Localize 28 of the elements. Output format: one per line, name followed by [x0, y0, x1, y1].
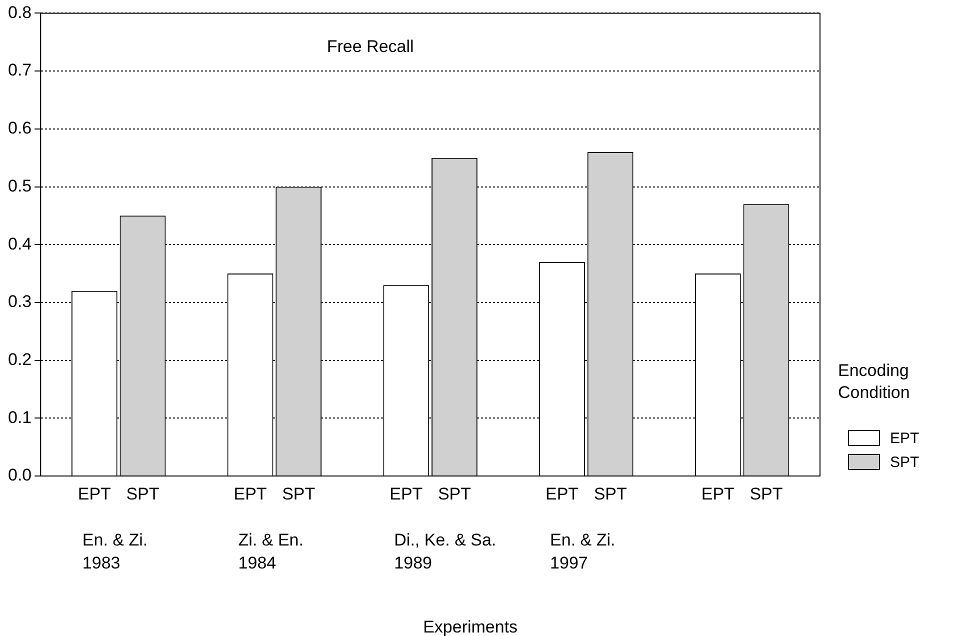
y-tick-label: 0.3 [8, 292, 32, 312]
y-tick-label: 0.7 [8, 60, 32, 80]
text: SPT [594, 484, 627, 504]
y-tick-label: 0.8 [8, 2, 32, 22]
text: SPT [282, 484, 316, 504]
y-tick-label: 0.6 [8, 118, 32, 138]
x-tick-label: Di., Ke. & Sa. 1989 [394, 530, 496, 573]
text: EPT [390, 484, 423, 504]
y-tick-label: 0.5 [8, 176, 32, 196]
text: SPT [126, 484, 160, 504]
y-tick-label: 0.0 [8, 466, 32, 485]
text: EPT [234, 484, 267, 504]
series-label: EPT [78, 484, 111, 504]
text: SPT [438, 484, 472, 504]
x-tick-label: En. & Zi. 1997 [550, 530, 616, 573]
text: SPT [750, 484, 783, 504]
x-axis-title: Experiments [423, 618, 518, 636]
text: EPT [546, 484, 579, 504]
legend-title: Encoding Condition [838, 360, 911, 404]
y-tick-label: 0.4 [8, 234, 32, 254]
y-tick-label: 0.1 [8, 408, 32, 427]
text: Free Recall [326, 36, 414, 56]
x-tick-label: Zi. & En. 1984 [238, 530, 304, 573]
x-tick-label: En. & Zi. 1983 [82, 530, 148, 573]
text: EPT [890, 430, 920, 446]
text: EPT [701, 484, 734, 504]
legend-label: SPT [890, 454, 920, 470]
y-tick-label: 0.2 [8, 350, 32, 369]
